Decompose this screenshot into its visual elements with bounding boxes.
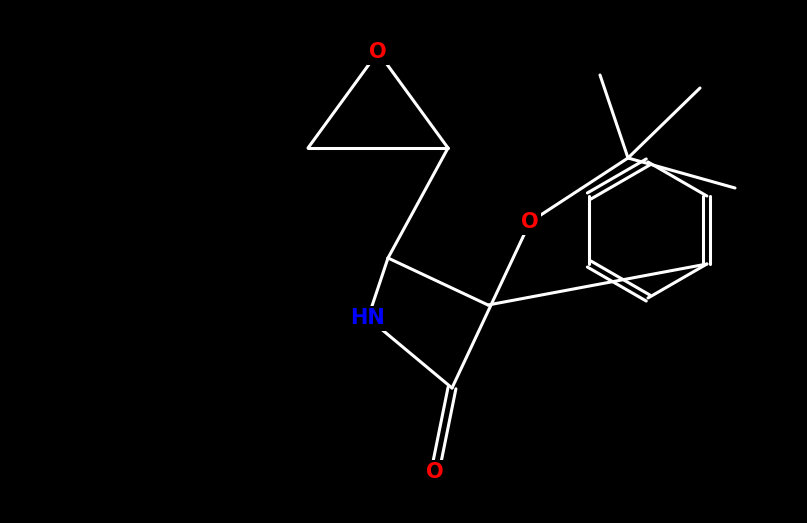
Text: O: O [369,42,387,62]
Text: HN: HN [350,308,386,328]
Text: O: O [426,462,444,482]
Text: O: O [521,212,539,232]
